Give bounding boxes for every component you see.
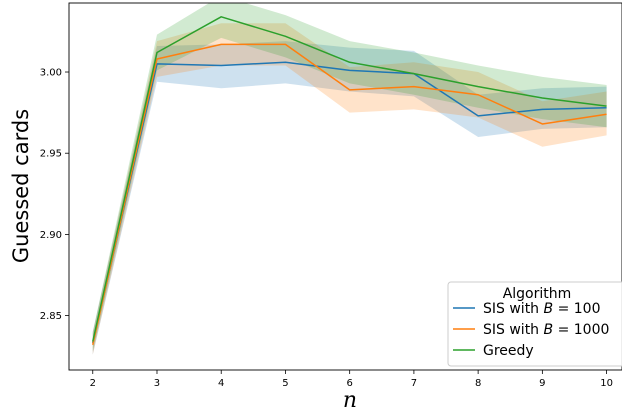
y-axis-label: Guessed cards — [9, 109, 33, 263]
confidence-band-1 — [92, 23, 607, 355]
legend-title: Algorithm — [503, 286, 572, 302]
x-tick-label: 10 — [600, 378, 613, 389]
legend-entry-label: SIS with B = 100 — [483, 301, 600, 317]
confidence-bands — [92, 3, 607, 355]
x-tick-label: 8 — [475, 378, 481, 389]
y-tick-label: 2.85 — [40, 311, 62, 322]
legend-entry-label: SIS with B = 1000 — [483, 322, 609, 338]
x-axis-ticks: 2 3 4 5 6 7 8 9 10 — [90, 370, 613, 389]
x-tick-label: 9 — [539, 378, 545, 389]
series-lines — [92, 16, 607, 345]
x-tick-label: 4 — [218, 378, 224, 389]
x-tick-label: 2 — [90, 378, 96, 389]
x-tick-label: 7 — [411, 378, 417, 389]
x-tick-label: 3 — [154, 378, 160, 389]
x-tick-label: 5 — [282, 378, 288, 389]
legend: Algorithm SIS with B = 100 SIS with B = 1… — [447, 281, 622, 367]
x-axis-label: n — [343, 388, 357, 413]
y-tick-label: 2.90 — [40, 230, 62, 241]
y-tick-label: 3.00 — [40, 68, 62, 79]
plot-frame — [68, 2, 622, 371]
confidence-band-2 — [92, 3, 607, 352]
y-tick-label: 2.95 — [40, 149, 62, 160]
legend-box — [447, 281, 622, 367]
legend-entry-label: Greedy — [483, 343, 534, 359]
confidence-band-0 — [92, 41, 607, 355]
y-axis-ticks: 2.85 2.90 2.95 3.00 — [40, 68, 69, 322]
x-tick-label: 6 — [346, 378, 352, 389]
